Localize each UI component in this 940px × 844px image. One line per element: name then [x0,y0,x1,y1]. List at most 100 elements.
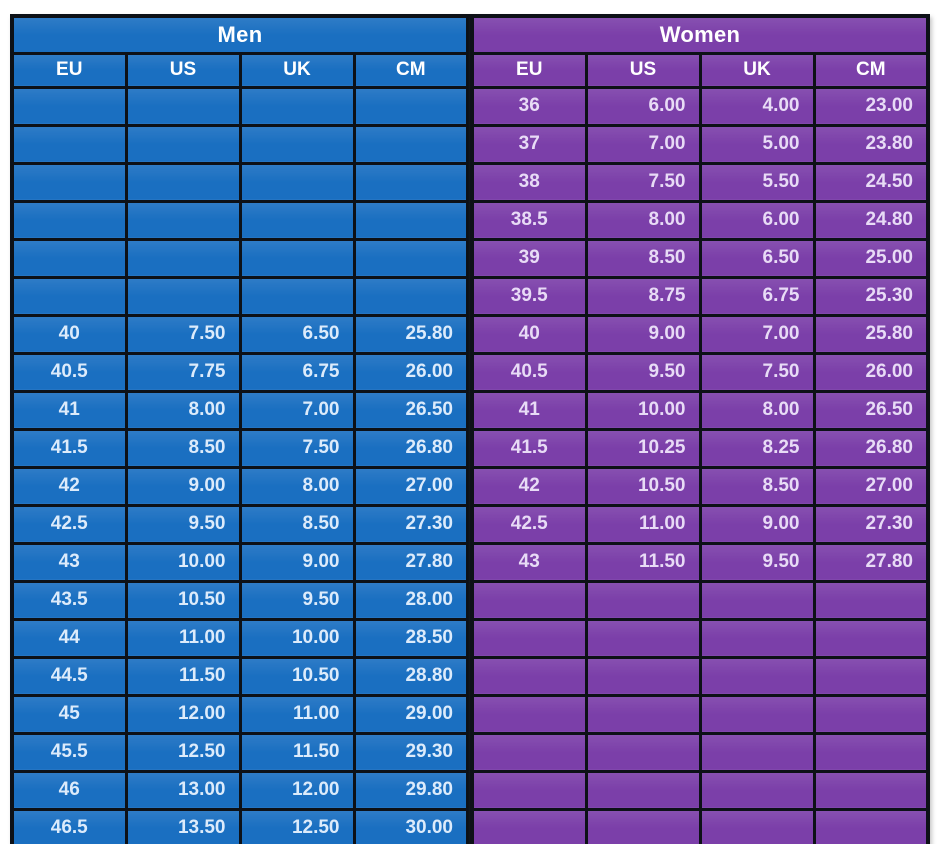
table-row [470,579,930,621]
cell-uk: 6.75 [698,275,816,317]
cell-eu [470,693,588,735]
cell-cm: 27.00 [812,465,930,507]
cell-eu: 41.5 [470,427,588,469]
cell-eu: 42.5 [470,503,588,545]
cell-cm: 23.80 [812,123,930,165]
cell-us: 12.50 [124,731,242,773]
cell-us: 6.00 [584,85,702,127]
cell-eu: 40 [10,313,128,355]
cell-us: 10.50 [124,579,242,621]
cell-us: 13.00 [124,769,242,811]
cell-cm: 27.80 [352,541,470,583]
table-row: 43 10.00 9.00 27.80 [10,541,470,583]
cell-us [584,655,702,697]
cell-uk: 5.00 [698,123,816,165]
cell-us: 13.50 [124,807,242,844]
cell-eu: 38.5 [470,199,588,241]
table-row: 41 10.00 8.00 26.50 [470,389,930,431]
cell-uk [698,655,816,697]
women-size-table: Women EU US UK CM 36 6.00 4.00 23.00 37 7.00 5.00… [470,14,930,844]
cell-uk [238,123,356,165]
cell-cm: 26.00 [352,351,470,393]
table-row [470,731,930,773]
table-row: 40.5 7.75 6.75 26.00 [10,351,470,393]
cell-uk: 8.25 [698,427,816,469]
cell-us: 11.50 [584,541,702,583]
cell-eu [10,123,128,165]
cell-eu [470,579,588,621]
table-row: 43.5 10.50 9.50 28.00 [10,579,470,621]
cell-uk [238,161,356,203]
cell-uk: 12.00 [238,769,356,811]
cell-eu: 41 [470,389,588,431]
cell-cm: 29.30 [352,731,470,773]
table-row: 42.5 11.00 9.00 27.30 [470,503,930,545]
cell-us [124,199,242,241]
column-header-cm: CM [352,51,470,89]
women-table-title: Women [470,14,930,55]
cell-cm: 25.00 [812,237,930,279]
cell-uk: 6.50 [238,313,356,355]
cell-eu: 36 [470,85,588,127]
cell-cm: 27.00 [352,465,470,507]
cell-eu: 45 [10,693,128,735]
cell-cm: 24.50 [812,161,930,203]
cell-us [584,617,702,659]
cell-eu: 42 [10,465,128,507]
cell-eu: 40 [470,313,588,355]
cell-cm [812,693,930,735]
table-row: 38 7.50 5.50 24.50 [470,161,930,203]
cell-uk: 12.50 [238,807,356,844]
cell-cm: 27.30 [812,503,930,545]
cell-uk: 10.00 [238,617,356,659]
table-row [10,199,470,241]
cell-us: 9.50 [124,503,242,545]
table-row: 46 13.00 12.00 29.80 [10,769,470,811]
cell-cm: 26.50 [812,389,930,431]
column-header-eu: EU [10,51,128,89]
table-row: 36 6.00 4.00 23.00 [470,85,930,127]
cell-eu: 45.5 [10,731,128,773]
cell-us: 9.00 [584,313,702,355]
cell-cm: 29.00 [352,693,470,735]
cell-uk: 7.50 [698,351,816,393]
cell-cm: 27.80 [812,541,930,583]
cell-uk: 8.50 [698,465,816,507]
cell-us [584,769,702,811]
cell-cm [812,579,930,621]
column-header-cm: CM [812,51,930,89]
cell-us: 7.50 [584,161,702,203]
cell-cm [352,85,470,127]
cell-eu [10,85,128,127]
cell-us [584,807,702,844]
cell-us: 8.50 [124,427,242,469]
cell-us: 7.50 [124,313,242,355]
cell-cm: 30.00 [352,807,470,844]
cell-us: 12.00 [124,693,242,735]
women-table-body: 36 6.00 4.00 23.00 37 7.00 5.00 23.80 38 7.50 5.50… [470,85,930,844]
cell-eu: 39 [470,237,588,279]
cell-uk [698,579,816,621]
cell-uk [238,199,356,241]
table-row: 42 10.50 8.50 27.00 [470,465,930,507]
cell-us [584,579,702,621]
cell-eu: 41 [10,389,128,431]
cell-us: 9.00 [124,465,242,507]
table-row: 40 7.50 6.50 25.80 [10,313,470,355]
cell-us [124,275,242,317]
cell-us [124,85,242,127]
table-row [470,655,930,697]
cell-uk [238,85,356,127]
cell-us: 8.50 [584,237,702,279]
cell-cm: 27.30 [352,503,470,545]
table-row: 42 9.00 8.00 27.00 [10,465,470,507]
cell-cm [352,237,470,279]
column-header-uk: UK [698,51,816,89]
cell-cm: 28.80 [352,655,470,697]
cell-us: 8.00 [124,389,242,431]
cell-uk [238,237,356,279]
table-row [470,769,930,811]
cell-cm: 26.00 [812,351,930,393]
cell-uk [698,807,816,844]
